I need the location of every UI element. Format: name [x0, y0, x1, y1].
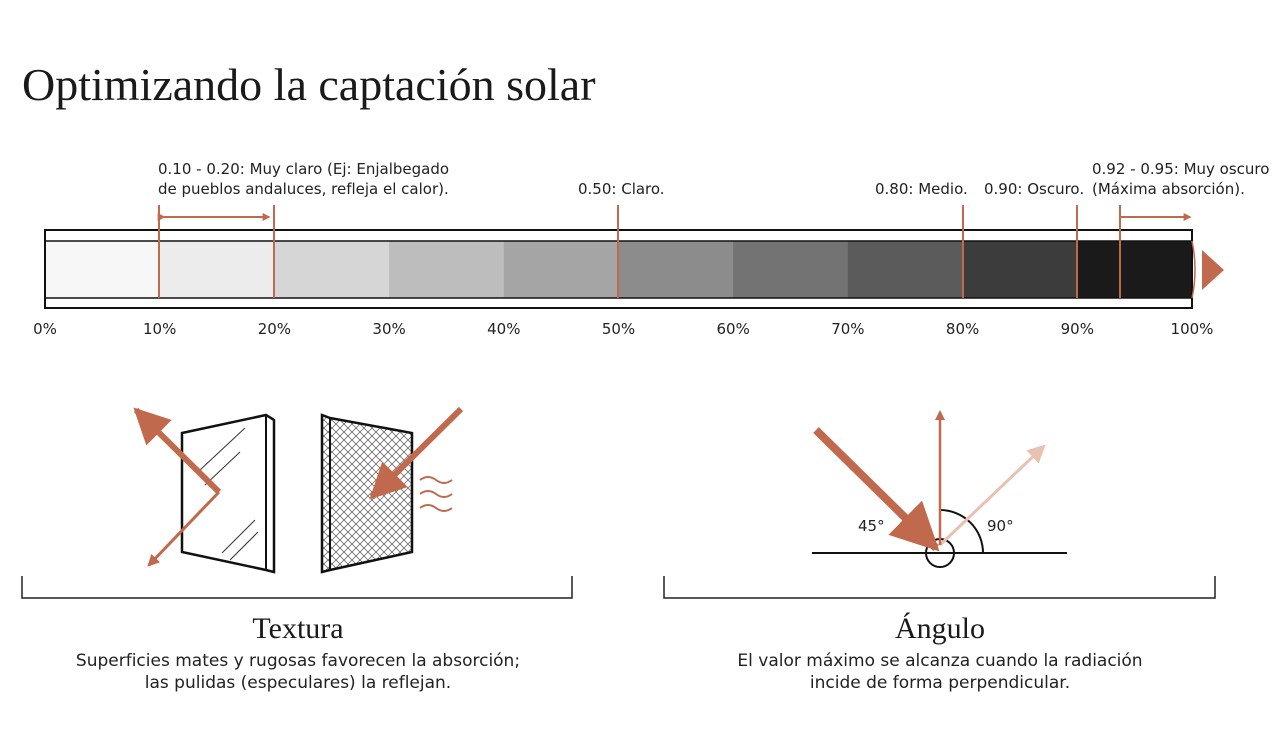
section-description: Superficies mates y rugosas favorecen la…: [76, 651, 520, 671]
annotation: 0.50: Claro.: [578, 180, 665, 198]
tick-label: 10%: [143, 320, 176, 338]
section-description: El valor máximo se alcanza cuando la rad…: [737, 651, 1142, 671]
tick-label: 40%: [487, 320, 520, 338]
tick-label: 70%: [831, 320, 864, 338]
scale-segment: [159, 241, 275, 298]
scale-segment: [1077, 241, 1193, 298]
title: Optimizando la captación solar: [22, 59, 596, 110]
tick-label: 50%: [602, 320, 635, 338]
angle-illustration: [812, 410, 1067, 568]
markers: [157, 205, 1192, 298]
annotation: (Máxima absorción).: [1092, 180, 1245, 198]
tick-label: 80%: [946, 320, 979, 338]
section-description: incide de forma perpendicular.: [810, 673, 1070, 693]
bracket: [1191, 240, 1196, 299]
tick-label: 20%: [258, 320, 291, 338]
tick-label: 0%: [33, 320, 57, 338]
scale-segment: [389, 241, 505, 298]
section-bracket: [663, 576, 1216, 599]
angle-label: 90°: [987, 517, 1014, 535]
scale-segment: [618, 241, 734, 298]
annotation: 0.92 - 0.95: Muy oscuro: [1092, 160, 1269, 178]
tick-label: 90%: [1061, 320, 1094, 338]
tick-label: 30%: [372, 320, 405, 338]
scale-segment: [962, 241, 1078, 298]
arrow-head: [1202, 250, 1224, 290]
section-bracket: [21, 576, 573, 599]
section-title: Ángulo: [895, 612, 985, 645]
annotation: 0.10 - 0.20: Muy claro (Ej: Enjalbegado: [158, 160, 449, 178]
tick-label: 60%: [717, 320, 750, 338]
annotation: de pueblos andaluces, refleja el calor).: [158, 180, 449, 198]
scale-segment: [45, 241, 161, 298]
texture-illustration: [133, 406, 464, 574]
annotation: 0.80: Medio.: [875, 180, 968, 198]
section-title: Textura: [252, 612, 343, 645]
scale-segment: [733, 241, 849, 298]
gradient-scale: [45, 241, 1193, 298]
scale-segment: [847, 241, 964, 298]
scale-segment: [274, 241, 390, 298]
scale-segment: [503, 241, 619, 298]
tick-label: 100%: [1171, 320, 1214, 338]
angle-label: 45°: [858, 517, 885, 535]
annotation: 0.90: Oscuro.: [984, 180, 1084, 198]
section-description: las pulidas (especulares) la reflejan.: [145, 673, 451, 693]
